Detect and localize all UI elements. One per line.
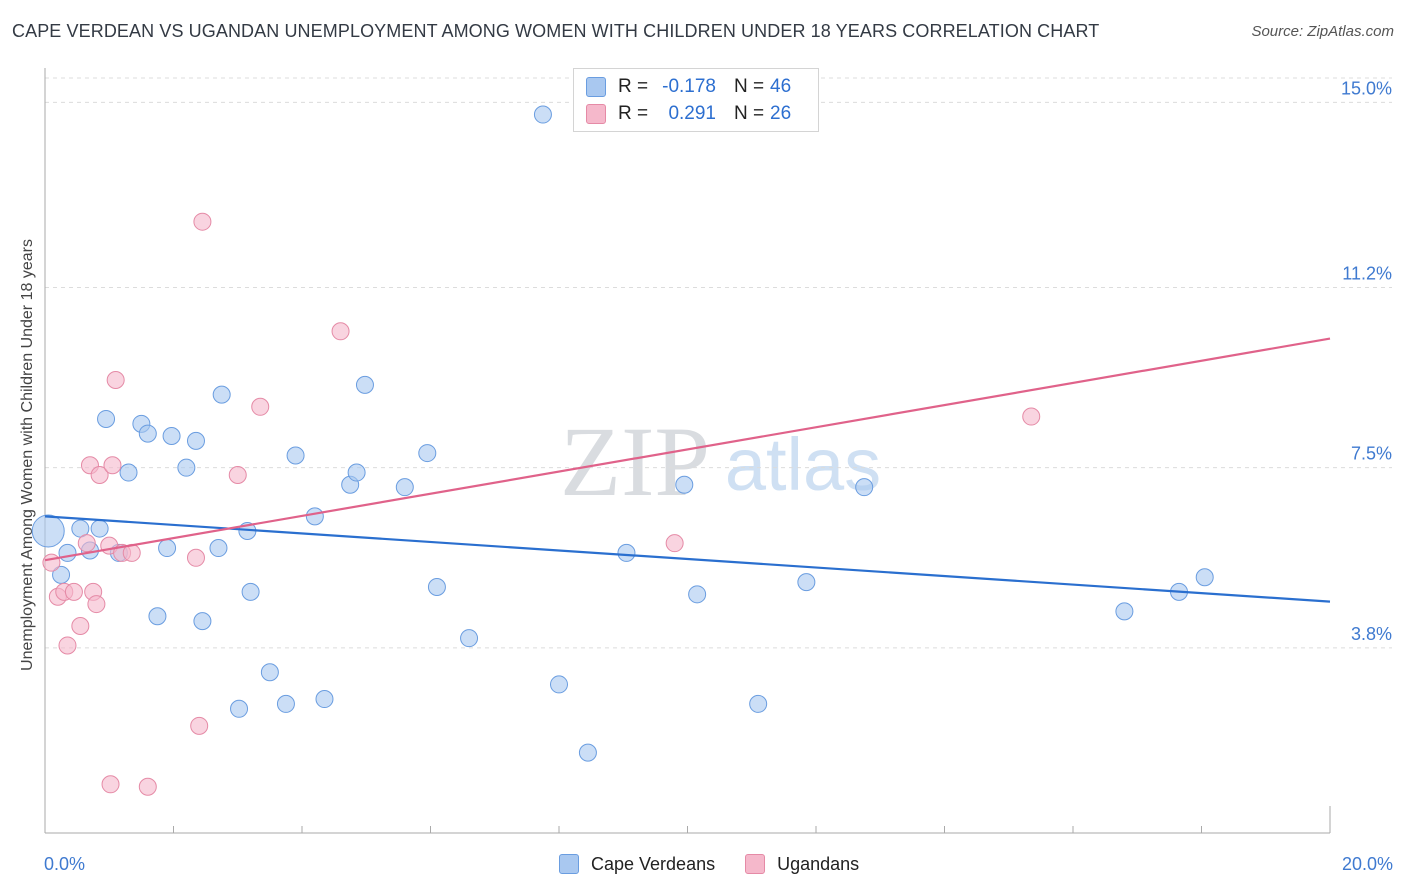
cape-verdean-point <box>355 375 374 394</box>
ugandan-point <box>251 397 270 416</box>
ugandan-point <box>71 616 90 635</box>
watermark-atlas: atlas <box>725 423 881 506</box>
legend-item-ugandans[interactable]: Ugandans <box>745 854 859 875</box>
n-value-ugandans: 26 <box>770 103 792 124</box>
cape-verdean-point <box>418 444 437 463</box>
n-label: N = <box>734 76 765 97</box>
watermark: ZIP atlas <box>560 406 881 517</box>
cape-verdean-point <box>138 424 157 443</box>
ugandan-point <box>58 636 77 655</box>
cape-verdean-point <box>148 607 167 626</box>
ugandan-point <box>228 465 247 484</box>
cape-verdean-point <box>578 743 597 762</box>
stats-row-cape-verdeans: R = -0.178 N = 46 <box>586 73 791 101</box>
legend-label-ugandans: Ugandans <box>777 853 860 874</box>
n-label: N = <box>734 103 765 124</box>
ugandan-point <box>186 548 205 567</box>
cape-verdean-point <box>550 675 568 694</box>
axes <box>44 68 1331 834</box>
stats-row-ugandans: R = 0.291 N = 26 <box>586 100 791 128</box>
stats-legend: R = -0.178 N = 46 R = 0.291 N = 26 <box>573 68 819 132</box>
cape-verdean-point <box>427 578 446 597</box>
ugandan-point <box>106 371 125 389</box>
ugandans-swatch <box>586 104 606 124</box>
cape-verdeans-swatch <box>586 77 606 97</box>
cape-verdean-point <box>58 543 77 562</box>
ugandans-swatch <box>745 854 766 874</box>
cape-verdean-point <box>162 427 181 446</box>
r-label: R = <box>618 103 649 124</box>
ugandan-point <box>190 716 209 735</box>
r-value-cape-verdeans: -0.178 <box>662 76 716 97</box>
ugandan-point <box>101 775 120 794</box>
ugandan-trend-line <box>44 337 1331 562</box>
y-tick-label: 3.8% <box>1351 624 1392 644</box>
cape-verdean-point <box>119 463 138 482</box>
tick-labels: 3.8% 7.5% 11.2% 15.0% 0.0% 20.0% <box>44 78 1393 874</box>
cape-verdean-point <box>260 663 279 682</box>
cape-verdean-point <box>617 543 636 562</box>
ugandan-point <box>665 534 684 553</box>
r-label: R = <box>618 76 649 97</box>
ugandan-point <box>1022 407 1041 426</box>
cape-verdean-point <box>230 699 249 718</box>
legend-label-cape-verdeans: Cape Verdeans <box>591 853 716 874</box>
cape-verdean-point <box>797 573 816 592</box>
cape-verdeans-swatch <box>559 854 579 874</box>
ugandan-point <box>77 534 96 553</box>
ugandan-point <box>87 595 106 614</box>
cape-verdean-point <box>241 582 260 601</box>
cape-verdean-point <box>749 694 768 713</box>
y-tick-label: 15.0% <box>1341 78 1392 98</box>
cape-verdean-point <box>177 458 196 477</box>
ugandan-point <box>64 582 83 601</box>
r-value-ugandans: 0.291 <box>668 103 716 124</box>
cape-verdean-point <box>209 539 228 558</box>
ugandan-point <box>138 777 157 796</box>
y-tick-label: 11.2% <box>1342 263 1392 283</box>
cape-verdean-point <box>855 478 874 497</box>
cape-verdean-point <box>212 385 231 404</box>
ugandan-point <box>42 553 61 572</box>
cape-verdean-point <box>1195 568 1214 587</box>
ugandan-point <box>90 465 109 484</box>
cape-verdean-trend-line <box>44 515 1331 603</box>
trend-lines <box>44 337 1331 603</box>
cape-verdean-point <box>347 463 366 482</box>
cape-verdean-point <box>1115 602 1134 621</box>
cape-verdean-point <box>675 475 694 494</box>
cape-verdean-point <box>97 409 116 428</box>
watermark-zip: ZIP <box>560 406 710 517</box>
cape-verdean-point <box>52 565 71 584</box>
cape-verdean-point <box>186 431 205 450</box>
cape-verdean-point <box>460 629 479 648</box>
cape-verdean-point <box>31 514 65 548</box>
cape-verdean-point <box>90 519 109 538</box>
cape-verdean-point <box>158 539 177 558</box>
points <box>31 105 1214 796</box>
x-tick-label: 20.0% <box>1342 854 1393 874</box>
cape-verdean-point <box>276 694 295 713</box>
series-legend: Cape Verdeans Ugandans <box>559 852 889 876</box>
ugandan-point <box>193 212 212 231</box>
cape-verdean-point <box>305 507 324 526</box>
cape-verdean-point <box>688 585 707 604</box>
ugandan-point <box>103 456 122 475</box>
ugandan-point <box>331 322 350 341</box>
cape-verdean-point <box>315 690 334 709</box>
source-label: Source: ZipAtlas.com <box>1251 23 1394 40</box>
y-tick-label: 7.5% <box>1351 444 1392 464</box>
cape-verdean-point <box>395 478 414 497</box>
cape-verdean-point <box>193 612 212 631</box>
chart-title: CAPE VERDEAN VS UGANDAN UNEMPLOYMENT AMO… <box>12 21 1100 41</box>
cape-verdean-point <box>533 105 552 124</box>
n-value-cape-verdeans: 46 <box>770 76 792 97</box>
x-tick-label: 0.0% <box>44 854 85 874</box>
legend-item-cape-verdeans[interactable]: Cape Verdeans <box>559 854 715 875</box>
cape-verdean-point <box>286 446 305 465</box>
